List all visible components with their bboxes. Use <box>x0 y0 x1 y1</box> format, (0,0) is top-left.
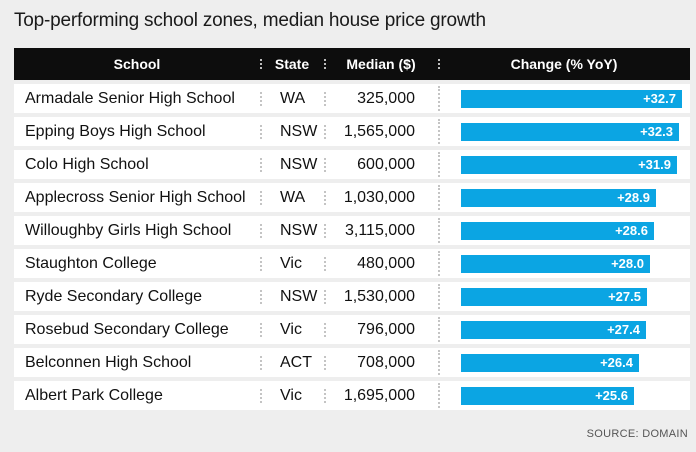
change-bar: +26.4 <box>461 354 639 372</box>
cell-change: +28.0 <box>438 249 690 278</box>
table-row: Albert Park College Vic 1,695,000 +25.6 <box>14 381 690 410</box>
cell-change: +32.3 <box>438 117 690 146</box>
table-header: School State Median ($) Change (% YoY) <box>14 48 690 80</box>
cell-median: 325,000 <box>324 90 438 108</box>
header-school: School <box>113 56 161 72</box>
change-value-label: +28.9 <box>617 190 650 205</box>
cell-state: NSW <box>260 288 324 306</box>
header-change: Change (% YoY) <box>438 56 690 72</box>
table-row: Staughton College Vic 480,000 +28.0 <box>14 249 690 278</box>
change-value-label: +32.7 <box>643 91 676 106</box>
chart-title: Top-performing school zones, median hous… <box>14 10 486 31</box>
cell-state: NSW <box>260 156 324 174</box>
change-value-label: +27.5 <box>608 289 641 304</box>
cell-school: Belconnen High School <box>25 353 192 371</box>
table-row: Applecross Senior High School WA 1,030,000… <box>14 183 690 212</box>
change-value-label: +27.4 <box>607 322 640 337</box>
table-row: Epping Boys High School NSW 1,565,000 +32.3 <box>14 117 690 146</box>
table-row: Rosebud Secondary College Vic 796,000 +27.4 <box>14 315 690 344</box>
cell-median: 796,000 <box>324 321 438 339</box>
header-median: Median ($) <box>324 56 438 72</box>
cell-school: Albert Park College <box>25 386 163 404</box>
cell-median: 1,030,000 <box>324 189 438 207</box>
cell-change: +27.4 <box>438 315 690 344</box>
change-bar: +32.3 <box>461 123 679 141</box>
change-bar: +28.0 <box>461 255 650 273</box>
source-note: SOURCE: DOMAIN <box>586 428 688 440</box>
cell-median: 708,000 <box>324 354 438 372</box>
cell-change: +26.4 <box>438 348 690 377</box>
cell-change: +31.9 <box>438 150 690 179</box>
cell-school: Colo High School <box>25 155 149 173</box>
table-row: Ryde Secondary College NSW 1,530,000 +27.5 <box>14 282 690 311</box>
cell-state: ACT <box>260 354 324 372</box>
cell-school: Willoughby Girls High School <box>25 221 232 239</box>
cell-state: WA <box>260 90 324 108</box>
change-bar: +25.6 <box>461 387 634 405</box>
cell-state: Vic <box>260 255 324 273</box>
change-bar: +28.6 <box>461 222 654 240</box>
table-row: Belconnen High School ACT 708,000 +26.4 <box>14 348 690 377</box>
table-body: Armadale Senior High School WA 325,000 +32.… <box>14 84 690 410</box>
cell-school: Rosebud Secondary College <box>25 320 229 338</box>
cell-median: 1,565,000 <box>324 123 438 141</box>
cell-school: Armadale Senior High School <box>25 89 235 107</box>
change-value-label: +31.9 <box>638 157 671 172</box>
change-value-label: +28.0 <box>611 256 644 271</box>
change-bar: +27.5 <box>461 288 647 306</box>
cell-school: Applecross Senior High School <box>25 188 246 206</box>
cell-state: WA <box>260 189 324 207</box>
cell-school: Ryde Secondary College <box>25 287 202 305</box>
change-bar: +31.9 <box>461 156 677 174</box>
cell-change: +25.6 <box>438 381 690 410</box>
cell-school: Epping Boys High School <box>25 122 206 140</box>
cell-median: 600,000 <box>324 156 438 174</box>
cell-state: NSW <box>260 123 324 141</box>
table-row: Willoughby Girls High School NSW 3,115,000… <box>14 216 690 245</box>
change-bar: +27.4 <box>461 321 646 339</box>
cell-change: +28.6 <box>438 216 690 245</box>
change-value-label: +32.3 <box>640 124 673 139</box>
change-bar: +32.7 <box>461 90 682 108</box>
cell-median: 1,695,000 <box>324 387 438 405</box>
table-row: Colo High School NSW 600,000 +31.9 <box>14 150 690 179</box>
change-bar: +28.9 <box>461 189 656 207</box>
data-table: School State Median ($) Change (% YoY) A… <box>14 48 690 410</box>
cell-state: Vic <box>260 387 324 405</box>
cell-change: +27.5 <box>438 282 690 311</box>
cell-change: +32.7 <box>438 84 690 113</box>
cell-change: +28.9 <box>438 183 690 212</box>
cell-school: Staughton College <box>25 254 157 272</box>
cell-median: 1,530,000 <box>324 288 438 306</box>
cell-median: 480,000 <box>324 255 438 273</box>
cell-state: Vic <box>260 321 324 339</box>
cell-state: NSW <box>260 222 324 240</box>
table-row: Armadale Senior High School WA 325,000 +32.… <box>14 84 690 113</box>
cell-median: 3,115,000 <box>324 222 438 240</box>
change-value-label: +28.6 <box>615 223 648 238</box>
header-state: State <box>260 56 324 72</box>
change-value-label: +26.4 <box>600 355 633 370</box>
change-value-label: +25.6 <box>595 388 628 403</box>
